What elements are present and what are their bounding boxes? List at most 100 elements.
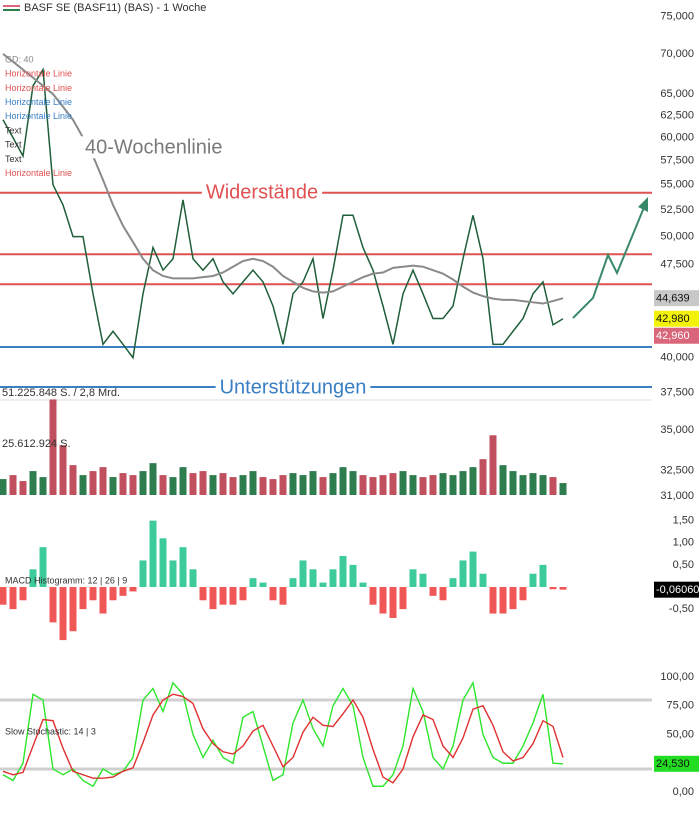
volume-bar (39, 477, 47, 495)
macd-bar (279, 587, 287, 605)
legend-entry: Text (5, 154, 22, 164)
macd-bar (329, 569, 337, 587)
volume-bar (119, 473, 127, 495)
y-tick-label: 60,000 (660, 131, 694, 143)
macd-bar (199, 587, 207, 601)
macd-bar (419, 573, 427, 587)
macd-bar (259, 582, 267, 587)
volume-bar (339, 467, 347, 495)
volume-bar (329, 473, 337, 495)
y-tick-label: 62,500 (660, 109, 694, 121)
volume-bar (79, 475, 87, 495)
volume-bar (139, 471, 147, 495)
macd-bar (359, 582, 367, 587)
macd-bar (229, 587, 237, 605)
annotation-bg (201, 181, 323, 204)
volume-bar (219, 473, 227, 495)
volume-bar (409, 475, 417, 495)
macd-bar (509, 587, 517, 610)
macd-bar (99, 587, 107, 614)
volume-bar (489, 435, 497, 495)
macd-bar (299, 560, 307, 587)
macd-bar (369, 587, 377, 605)
value-label: 24,530 (656, 758, 690, 770)
y-tick-label: 57,500 (660, 155, 694, 167)
volume-bar (189, 473, 197, 495)
volume-bar (229, 477, 237, 495)
macd-bar (109, 587, 117, 601)
value-box (654, 581, 699, 598)
volume-bar (549, 477, 557, 495)
macd-bar (379, 587, 387, 614)
legend-entry: Horizontale Linie (5, 83, 72, 93)
volume-bar (469, 467, 477, 495)
annotation: Widerstände (206, 181, 318, 203)
macd-bar (389, 587, 397, 618)
macd-bar (29, 569, 37, 587)
volume-bar (389, 473, 397, 495)
volume-bar (149, 463, 157, 495)
macd-bar (539, 564, 547, 587)
y-tick-label: 47,500 (660, 258, 694, 270)
y-tick-label: 31,000 (660, 490, 694, 502)
macd-bar (19, 587, 27, 601)
macd-bar (489, 587, 497, 614)
volume-bar (559, 483, 567, 495)
annotation: 40-Wochenlinie (85, 136, 223, 158)
volume-bar (209, 475, 217, 495)
macd-bar (559, 587, 567, 590)
y-tick-label: 25.612.924 S. (2, 438, 71, 450)
macd-bar (549, 587, 557, 590)
macd-bar (349, 564, 357, 587)
volume-bar (419, 477, 427, 495)
volume-bar (429, 475, 437, 495)
volume-bar (449, 475, 457, 495)
volume-bar (519, 475, 527, 495)
value-label: 42,980 (656, 313, 690, 325)
y-tick-label: 51.225.848 S. / 2,8 Mrd. (2, 387, 120, 399)
macd-bar (289, 578, 297, 587)
macd-bar (209, 587, 217, 610)
macd-bar (159, 538, 167, 587)
value-box (654, 327, 699, 344)
macd-bar (519, 587, 527, 601)
volume-bar (379, 475, 387, 495)
macd-bar (179, 547, 187, 587)
volume-bar (109, 477, 117, 495)
y-tick-label: 1,00 (673, 537, 694, 549)
y-tick-label: 50,00 (666, 728, 694, 740)
volume-bar (369, 477, 377, 495)
macd-bar (9, 587, 17, 610)
volume-bar (359, 475, 367, 495)
macd-bar (239, 587, 247, 601)
legend-entry: GD: 40 (5, 54, 34, 64)
value-label: -0,06060 (656, 584, 699, 596)
macd-bar (439, 587, 447, 601)
macd-bar (219, 587, 227, 605)
volume-bar (539, 475, 547, 495)
macd-bar (79, 587, 87, 610)
volume-bar (279, 475, 287, 495)
legend-entry: Text (5, 140, 22, 150)
macd-bar (309, 569, 317, 587)
macd-bar (399, 587, 407, 610)
volume-bar (49, 399, 57, 495)
y-tick-label: 55,000 (660, 179, 694, 191)
y-tick-label: 1,50 (673, 515, 694, 527)
legend-entry: Horizontale Linie (5, 69, 72, 79)
y-tick-label: 75,00 (666, 700, 694, 712)
volume-bar (129, 475, 137, 495)
y-tick-label: -0,50 (669, 603, 694, 615)
volume-bar (259, 477, 267, 495)
volume-bar (59, 445, 67, 495)
value-label: 42,960 (656, 330, 690, 342)
volume-bar (509, 471, 517, 495)
macd-bar (529, 573, 537, 587)
macd-bar (459, 560, 467, 587)
volume-bar (169, 477, 177, 495)
macd-bar (189, 569, 197, 587)
volume-bar (249, 471, 257, 495)
stochastic-line (2, 680, 564, 788)
macd-bar (69, 587, 77, 632)
legend-entry: Horizontale Linie (5, 97, 72, 107)
